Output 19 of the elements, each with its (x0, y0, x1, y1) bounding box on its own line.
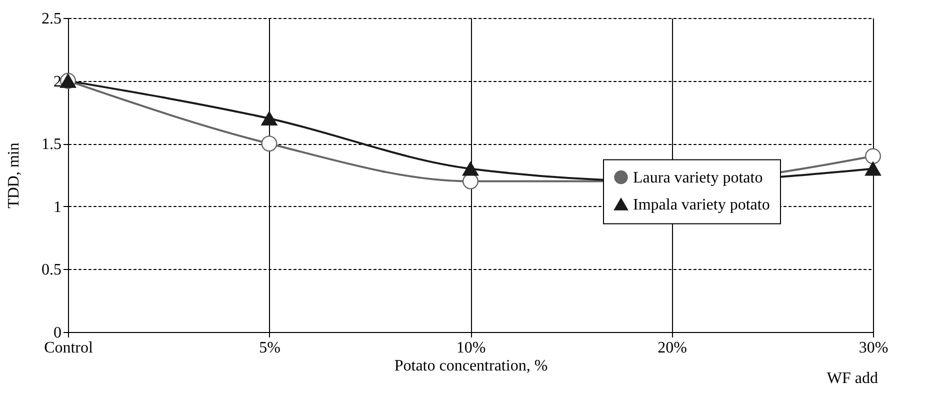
y-tick-label: 1.5 (42, 136, 62, 154)
legend-label: Laura variety potato (633, 169, 763, 186)
text: WF add (826, 370, 878, 387)
point (864, 162, 882, 176)
y-tick-label: 2.5 (42, 10, 62, 28)
x-tick-label: 20% (658, 340, 687, 356)
x-tick-label: 10% (456, 340, 486, 356)
y-tick-label: 2 (54, 73, 62, 90)
x-tick-label: 5% (259, 340, 280, 356)
legend-label: Impala variety potato (633, 196, 770, 214)
point (462, 162, 479, 176)
y-tick-label: 0 (54, 324, 62, 342)
y-tick-label: 1 (54, 198, 62, 216)
point (261, 111, 278, 126)
y-tick-label: 0.5 (42, 262, 62, 279)
x-tick-label: 30% (858, 340, 888, 356)
y-axis-title: TDD, min (6, 142, 22, 208)
x-tick-label: Control (44, 340, 94, 356)
x-axis-title: Potato concentration, % (394, 358, 548, 374)
